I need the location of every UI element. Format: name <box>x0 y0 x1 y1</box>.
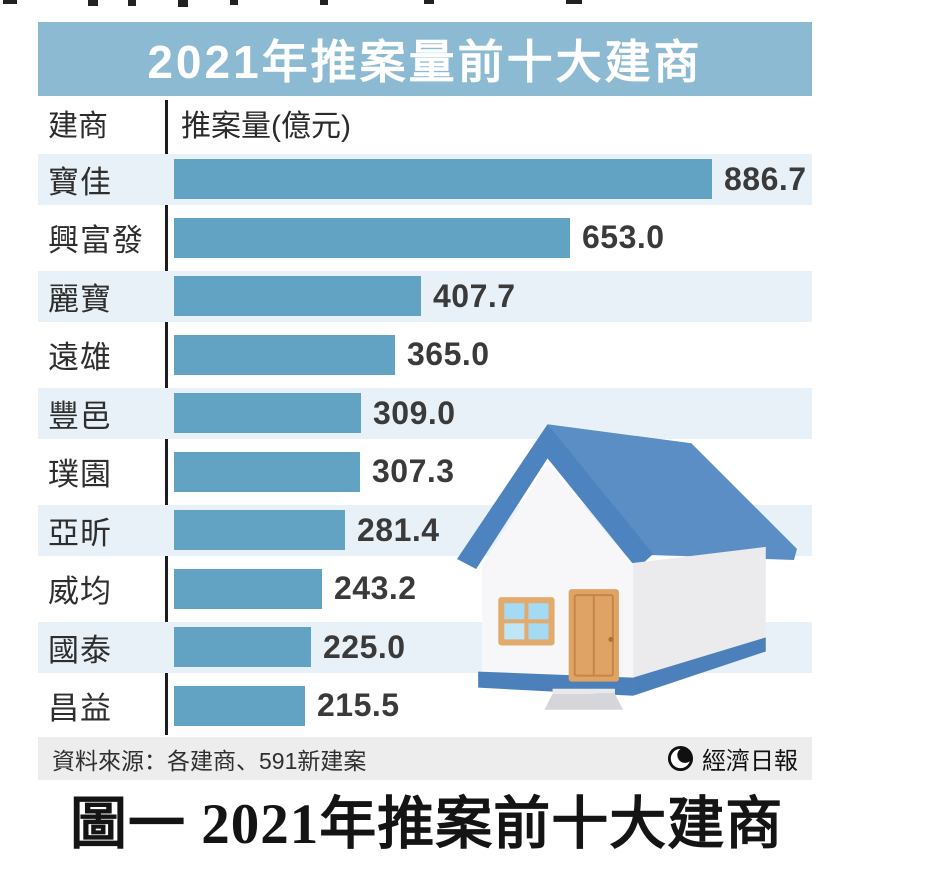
volume-value: 653.0 <box>582 219 665 256</box>
source-footer: 資料來源：各建商、591新建案 經濟日報 <box>38 737 812 780</box>
column-headers: 建商 推案量(億元) <box>38 96 812 150</box>
builder-name: 豐邑 <box>48 398 112 434</box>
volume-bar <box>174 568 322 609</box>
builder-name: 遠雄 <box>48 340 112 376</box>
volume-value: 886.7 <box>724 160 807 197</box>
volume-value: 243.2 <box>334 570 417 607</box>
table-row: 豐邑 309.0 <box>38 384 812 443</box>
volume-value: 309.0 <box>373 394 456 431</box>
economic-daily-news-logo-icon <box>667 745 694 772</box>
builder-name: 威均 <box>48 574 112 610</box>
volume-value: 407.7 <box>433 277 516 314</box>
cropped-text-fragment <box>178 0 188 7</box>
volume-bar <box>174 276 421 317</box>
house-roof <box>547 424 797 560</box>
table-row: 興富發 653.0 <box>38 209 812 268</box>
publisher-name: 經濟日報 <box>702 748 798 775</box>
volume-value: 281.4 <box>357 511 440 548</box>
cropped-text-fragment <box>128 0 136 6</box>
table-row: 遠雄 365.0 <box>38 326 812 385</box>
volume-column-header: 推案量(億元) <box>181 110 351 143</box>
builder-name: 亞昕 <box>48 515 112 551</box>
figure-caption: 圖一 2021年推案前十大建商 <box>70 793 784 856</box>
builder-column-header: 建商 <box>48 110 108 143</box>
cropped-text-fragment <box>3 0 17 4</box>
volume-bar <box>174 159 712 200</box>
house-step <box>544 693 623 710</box>
chart-title: 2021年推案量前十大建商 <box>147 36 703 88</box>
volume-value: 215.5 <box>317 687 400 724</box>
chart-panel: 2021年推案量前十大建商 建商 推案量(億元) 寶佳 886.7 興富發 653.0… <box>38 22 812 780</box>
volume-value: 307.3 <box>372 453 455 490</box>
chart-title-banner: 2021年推案量前十大建商 <box>38 22 812 96</box>
builder-name: 興富發 <box>48 223 144 259</box>
volume-bar <box>174 510 345 551</box>
builder-name: 璞園 <box>48 457 112 493</box>
volume-bar <box>174 627 311 668</box>
builder-name: 昌益 <box>48 691 112 727</box>
publisher-brand: 經濟日報 <box>667 741 798 776</box>
volume-bar <box>174 685 305 726</box>
builder-name: 麗寶 <box>48 281 112 317</box>
volume-value: 365.0 <box>407 336 490 373</box>
table-row: 昌益 215.5 <box>38 677 812 736</box>
cropped-text-fragment <box>88 0 98 6</box>
house-illustration <box>457 424 797 710</box>
volume-value: 225.0 <box>323 628 406 665</box>
volume-bar <box>174 334 395 375</box>
source-text: 資料來源：各建商、591新建案 <box>52 747 367 774</box>
cropped-text-fragment <box>424 0 434 4</box>
volume-bar <box>174 393 361 434</box>
table-row: 璞園 307.3 <box>38 443 812 502</box>
volume-bar <box>174 217 570 258</box>
table-row: 麗寶 407.7 <box>38 267 812 326</box>
cropped-text-fragment <box>230 0 238 5</box>
bar-table-rows: 寶佳 886.7 興富發 653.0 麗寶 407.7 遠雄 365.0 豐邑 309.0 璞園 30… <box>38 150 812 735</box>
table-row: 威均 243.2 <box>38 560 812 619</box>
cropped-text-fragment <box>566 0 582 4</box>
volume-bar <box>174 451 360 492</box>
table-row: 寶佳 886.7 <box>38 150 812 209</box>
builder-name: 國泰 <box>48 632 112 668</box>
builder-name: 寶佳 <box>48 164 112 200</box>
cropped-text-fragment <box>320 0 328 5</box>
